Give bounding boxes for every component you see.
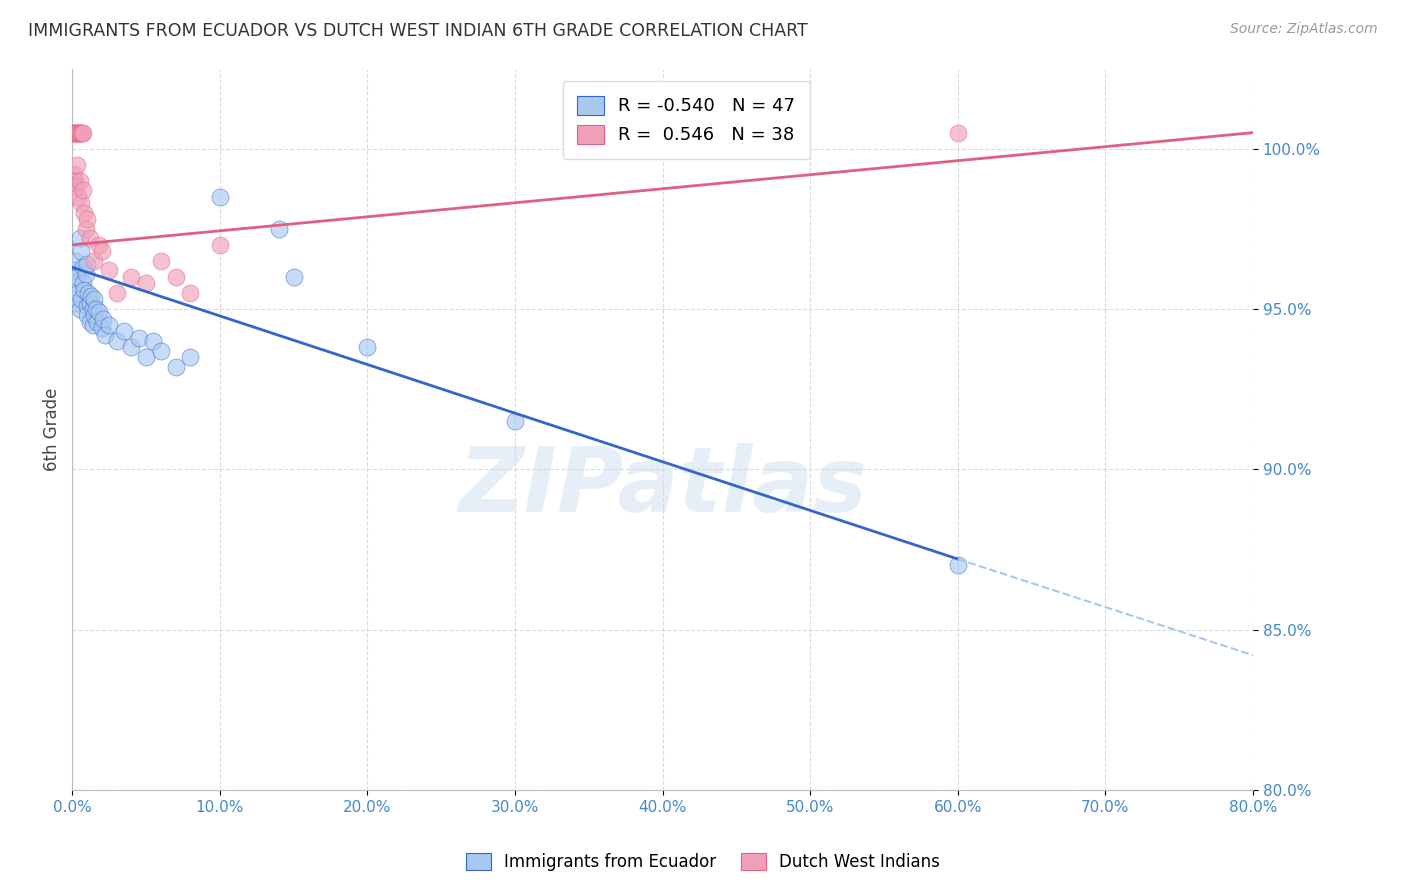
Point bbox=[67, 285, 90, 300]
Point bbox=[87, 305, 110, 319]
Point bbox=[76, 212, 98, 227]
Point bbox=[67, 190, 90, 204]
Point bbox=[67, 126, 90, 140]
Point bbox=[63, 126, 86, 140]
Point bbox=[149, 253, 172, 268]
Point bbox=[83, 253, 105, 268]
Point bbox=[946, 126, 969, 140]
Point bbox=[135, 277, 157, 291]
Point bbox=[70, 244, 93, 259]
Point bbox=[208, 237, 231, 252]
Point bbox=[70, 126, 93, 140]
Point bbox=[66, 158, 89, 172]
Point bbox=[69, 126, 91, 140]
Point bbox=[75, 222, 97, 236]
Point bbox=[356, 340, 378, 354]
Point bbox=[98, 263, 121, 277]
Point bbox=[105, 334, 128, 348]
Legend: R = -0.540   N = 47, R =  0.546   N = 38: R = -0.540 N = 47, R = 0.546 N = 38 bbox=[562, 81, 810, 159]
Point bbox=[79, 295, 101, 310]
Point bbox=[72, 260, 94, 275]
Point bbox=[267, 222, 290, 236]
Point bbox=[66, 126, 89, 140]
Point bbox=[142, 334, 165, 348]
Point bbox=[72, 126, 94, 140]
Point bbox=[70, 293, 93, 307]
Point bbox=[503, 414, 526, 428]
Point bbox=[73, 283, 96, 297]
Point bbox=[946, 558, 969, 573]
Point bbox=[69, 301, 91, 316]
Text: Source: ZipAtlas.com: Source: ZipAtlas.com bbox=[1230, 22, 1378, 37]
Point bbox=[63, 295, 86, 310]
Point bbox=[63, 174, 86, 188]
Point bbox=[67, 126, 90, 140]
Point bbox=[69, 231, 91, 245]
Point bbox=[120, 269, 142, 284]
Point bbox=[98, 318, 121, 332]
Point bbox=[179, 285, 201, 300]
Point bbox=[283, 269, 305, 284]
Point bbox=[77, 285, 100, 300]
Point bbox=[63, 126, 86, 140]
Point bbox=[63, 167, 86, 181]
Point bbox=[76, 309, 98, 323]
Point bbox=[86, 315, 108, 329]
Point bbox=[120, 340, 142, 354]
Point bbox=[72, 277, 94, 291]
Point bbox=[105, 285, 128, 300]
Point bbox=[165, 269, 187, 284]
Point bbox=[63, 253, 86, 268]
Point bbox=[70, 196, 93, 211]
Point bbox=[75, 267, 97, 281]
Point bbox=[82, 318, 104, 332]
Point bbox=[62, 126, 84, 140]
Point bbox=[179, 350, 201, 364]
Point bbox=[65, 180, 87, 194]
Point bbox=[76, 299, 98, 313]
Point bbox=[69, 174, 91, 188]
Point bbox=[66, 269, 89, 284]
Point bbox=[128, 331, 150, 345]
Point bbox=[91, 311, 114, 326]
Point bbox=[87, 237, 110, 252]
Point bbox=[208, 190, 231, 204]
Point bbox=[90, 321, 112, 335]
Point bbox=[79, 231, 101, 245]
Point bbox=[62, 263, 84, 277]
Point bbox=[149, 343, 172, 358]
Y-axis label: 6th Grade: 6th Grade bbox=[44, 387, 60, 471]
Point bbox=[82, 301, 104, 316]
Point bbox=[69, 126, 91, 140]
Point bbox=[112, 325, 135, 339]
Text: IMMIGRANTS FROM ECUADOR VS DUTCH WEST INDIAN 6TH GRADE CORRELATION CHART: IMMIGRANTS FROM ECUADOR VS DUTCH WEST IN… bbox=[28, 22, 808, 40]
Point bbox=[165, 359, 187, 374]
Point bbox=[83, 293, 105, 307]
Point bbox=[93, 327, 115, 342]
Point bbox=[84, 301, 107, 316]
Point bbox=[76, 257, 98, 271]
Point bbox=[66, 126, 89, 140]
Point bbox=[65, 126, 87, 140]
Point bbox=[80, 289, 103, 303]
Text: ZIPatlas: ZIPatlas bbox=[458, 443, 868, 531]
Point bbox=[62, 126, 84, 140]
Point bbox=[90, 244, 112, 259]
Point bbox=[83, 309, 105, 323]
Point bbox=[135, 350, 157, 364]
Point bbox=[70, 126, 93, 140]
Point bbox=[72, 183, 94, 197]
Point bbox=[63, 277, 86, 291]
Point bbox=[73, 206, 96, 220]
Legend: Immigrants from Ecuador, Dutch West Indians: Immigrants from Ecuador, Dutch West Indi… bbox=[457, 845, 949, 880]
Point bbox=[79, 315, 101, 329]
